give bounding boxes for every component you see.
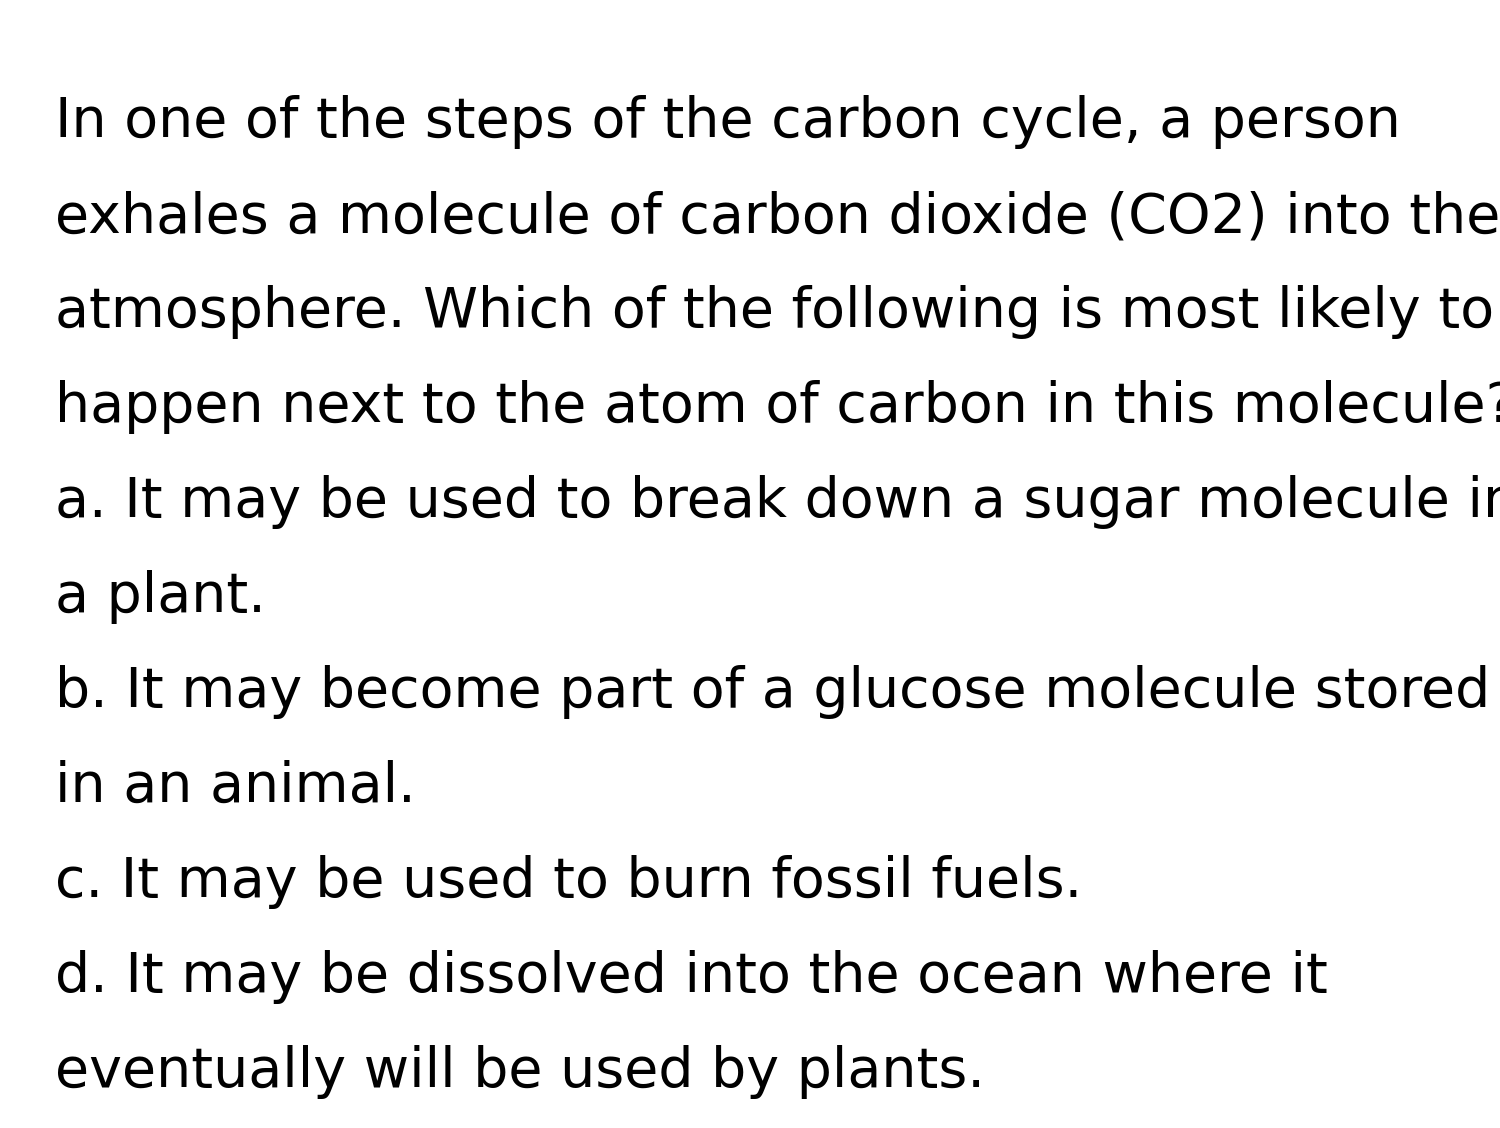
Text: c. It may be used to burn fossil fuels.: c. It may be used to burn fossil fuels. (56, 855, 1083, 909)
Text: a. It may be used to break down a sugar molecule in: a. It may be used to break down a sugar … (56, 475, 1500, 529)
Text: eventually will be used by plants.: eventually will be used by plants. (56, 1045, 986, 1099)
Text: in an animal.: in an animal. (56, 760, 416, 814)
Text: d. It may be dissolved into the ocean where it: d. It may be dissolved into the ocean wh… (56, 950, 1328, 1004)
Text: b. It may become part of a glucose molecule stored: b. It may become part of a glucose molec… (56, 666, 1490, 719)
Text: In one of the steps of the carbon cycle, a person: In one of the steps of the carbon cycle,… (56, 95, 1401, 149)
Text: a plant.: a plant. (56, 570, 266, 624)
Text: atmosphere. Which of the following is most likely to: atmosphere. Which of the following is mo… (56, 285, 1494, 340)
Text: exhales a molecule of carbon dioxide (CO2) into the: exhales a molecule of carbon dioxide (CO… (56, 190, 1500, 244)
Text: happen next to the atom of carbon in this molecule?: happen next to the atom of carbon in thi… (56, 380, 1500, 434)
